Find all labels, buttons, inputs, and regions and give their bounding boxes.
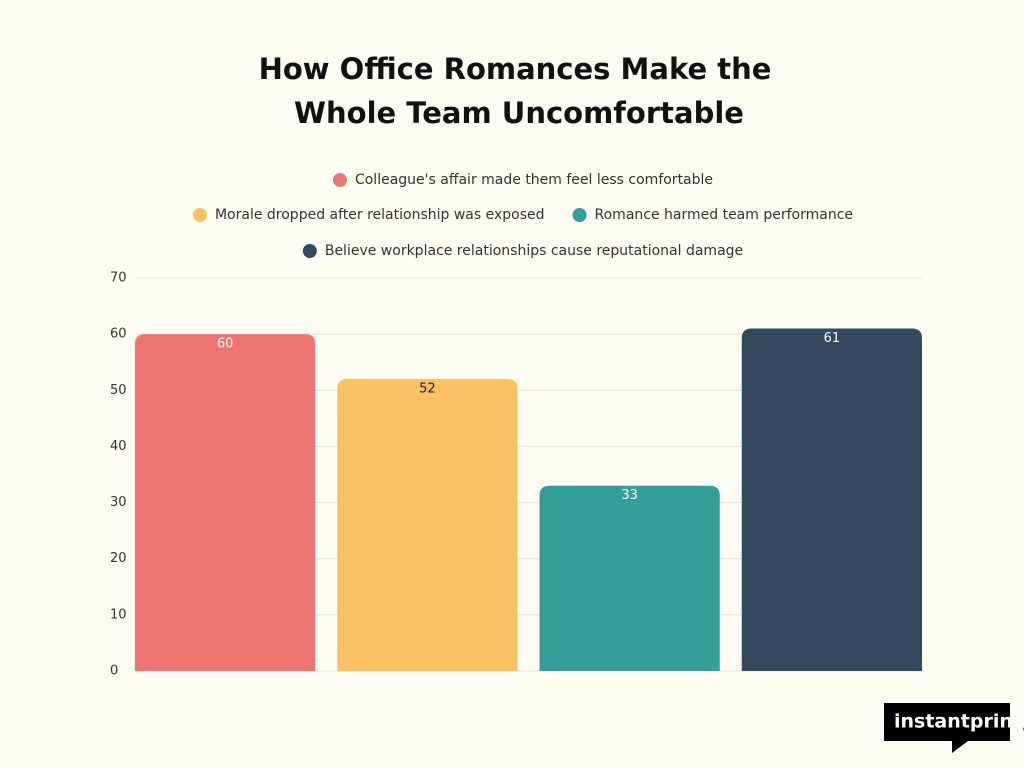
y-tick-label: 0 — [110, 664, 118, 679]
y-tick-label: 10 — [110, 607, 127, 622]
legend-item: Morale dropped after relationship was ex… — [192, 207, 545, 223]
legend-item: Believe workplace relationships cause re… — [302, 243, 743, 259]
bar — [539, 485, 720, 671]
legend-label: Romance harmed team performance — [595, 207, 854, 223]
data-label: 60 — [217, 337, 234, 352]
y-tick-label: 30 — [110, 495, 127, 510]
chart-title: How Office Romances Make the — [259, 52, 772, 86]
bar — [337, 379, 518, 671]
data-label: 33 — [621, 488, 638, 503]
data-label: 61 — [824, 331, 841, 346]
y-tick-label: 60 — [110, 327, 127, 342]
legend-marker — [302, 244, 317, 258]
logo-text: instantprint — [894, 711, 1022, 733]
legend-item: Romance harmed team performance — [572, 207, 854, 223]
logo-box — [884, 703, 1010, 753]
y-tick-label: 40 — [110, 439, 127, 454]
bar — [135, 334, 316, 671]
legend-marker — [192, 208, 207, 222]
logo: instantprint — [884, 703, 1022, 753]
legend-marker — [572, 208, 587, 222]
legend-label: Morale dropped after relationship was ex… — [215, 207, 545, 223]
chart-title: Whole Team Uncomfortable — [294, 96, 744, 130]
y-tick-label: 20 — [110, 551, 127, 566]
y-tick-label: 70 — [110, 271, 127, 286]
bar — [741, 328, 922, 671]
legend-label: Believe workplace relationships cause re… — [325, 243, 743, 259]
legend-label: Colleague's affair made them feel less c… — [355, 172, 713, 188]
y-tick-label: 50 — [110, 383, 127, 398]
legend-item: Colleague's affair made them feel less c… — [332, 172, 713, 188]
data-label: 52 — [419, 382, 436, 397]
legend-marker — [332, 173, 347, 187]
